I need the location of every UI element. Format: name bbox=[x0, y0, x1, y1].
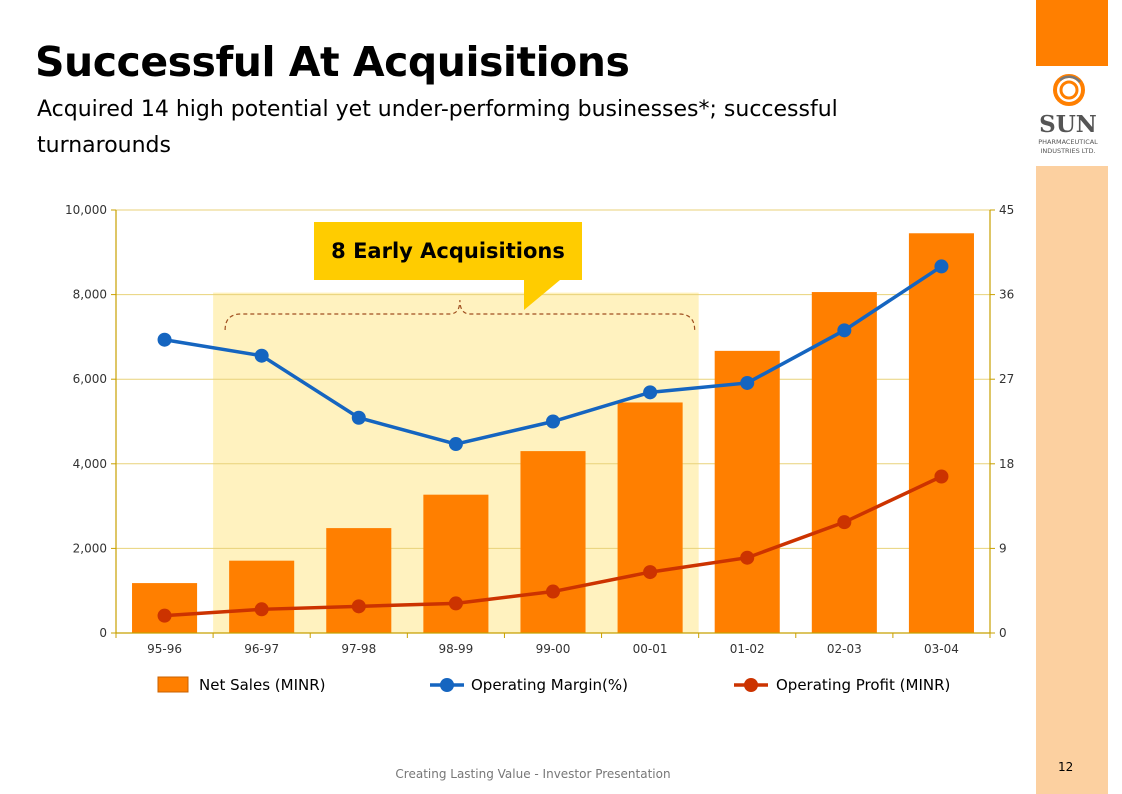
operating-profit-point bbox=[546, 584, 560, 599]
y-tick-label-right: 9 bbox=[999, 541, 1007, 555]
operating-profit-point bbox=[740, 550, 755, 565]
page-subtitle: Acquired 14 high potential yet under-per… bbox=[37, 97, 838, 158]
x-tick-label: 01-02 bbox=[730, 642, 765, 656]
operating-profit-point bbox=[934, 469, 949, 484]
legend-label-operating-margin: Operating Margin(%) bbox=[471, 676, 628, 694]
y-tick-label-right: 27 bbox=[999, 372, 1014, 386]
legend-label-net-sales: Net Sales (MINR) bbox=[199, 676, 326, 694]
operating-profit-point bbox=[643, 565, 658, 580]
y-tick-label-right: 36 bbox=[999, 288, 1014, 302]
operating-margin-point bbox=[740, 375, 755, 390]
y-tick-label-left: 4,000 bbox=[73, 457, 107, 471]
x-tick-label: 03-04 bbox=[924, 642, 959, 656]
bar-net-sales bbox=[811, 292, 877, 633]
legend-label-operating-profit: Operating Profit (MINR) bbox=[776, 676, 950, 694]
operating-margin-point bbox=[643, 385, 658, 400]
operating-profit-point bbox=[254, 602, 269, 617]
x-tick-label: 96-97 bbox=[244, 642, 279, 656]
logo-name: SUN bbox=[1039, 111, 1097, 138]
bar-net-sales bbox=[908, 233, 974, 633]
sun-logo-icon bbox=[1053, 74, 1085, 106]
operating-margin-point bbox=[448, 437, 463, 452]
x-tick-label: 00-01 bbox=[633, 642, 668, 656]
operating-profit-point bbox=[837, 515, 852, 530]
legend-swatch-net-sales bbox=[157, 676, 189, 693]
bar-net-sales bbox=[423, 494, 489, 633]
operating-margin-point bbox=[254, 348, 269, 363]
page-number: 12 bbox=[1058, 760, 1074, 774]
operating-margin-point bbox=[157, 332, 172, 347]
callout-label: 8 Early Acquisitions bbox=[331, 239, 565, 263]
x-tick-label: 95-96 bbox=[147, 642, 182, 656]
y-tick-label-right: 18 bbox=[999, 457, 1014, 471]
side-accent-block bbox=[1036, 0, 1108, 66]
y-tick-label-right: 45 bbox=[999, 203, 1014, 217]
logo-line2: INDUSTRIES LTD. bbox=[1040, 147, 1095, 155]
side-accent-strip bbox=[1036, 166, 1108, 794]
operating-profit-point bbox=[351, 599, 366, 614]
bar-net-sales bbox=[229, 560, 295, 633]
callout-box: 8 Early Acquisitions bbox=[314, 222, 582, 280]
operating-margin-point bbox=[837, 323, 852, 338]
callout-pointer bbox=[524, 280, 560, 310]
operating-margin-point bbox=[934, 259, 949, 274]
bar-net-sales bbox=[617, 402, 683, 633]
logo-line1: PHARMACEUTICAL bbox=[1038, 138, 1098, 146]
bar-net-sales bbox=[520, 451, 586, 633]
x-tick-label: 98-99 bbox=[438, 642, 473, 656]
y-tick-label-left: 2,000 bbox=[73, 541, 107, 555]
operating-profit-point bbox=[157, 608, 172, 623]
x-tick-label: 02-03 bbox=[827, 642, 862, 656]
y-tick-label-left: 10,000 bbox=[65, 203, 107, 217]
bar-net-sales bbox=[132, 583, 198, 633]
operating-margin-point bbox=[351, 410, 366, 425]
x-tick-label: 97-98 bbox=[341, 642, 376, 656]
bar-net-sales bbox=[326, 528, 392, 633]
y-tick-label-left: 0 bbox=[99, 626, 107, 640]
bar-net-sales bbox=[714, 350, 780, 633]
acquisition-brace bbox=[224, 299, 696, 331]
operating-margin-point bbox=[546, 414, 560, 429]
sun-logo: SUN PHARMACEUTICAL INDUSTRIES LTD. bbox=[1038, 74, 1098, 155]
operating-profit-point bbox=[448, 596, 463, 611]
y-tick-label-left: 8,000 bbox=[73, 288, 107, 302]
x-tick-label: 99-00 bbox=[536, 642, 571, 656]
y-tick-label-right: 0 bbox=[999, 626, 1007, 640]
y-tick-label-left: 6,000 bbox=[73, 372, 107, 386]
legend-marker-operating-margin bbox=[440, 678, 454, 692]
legend-marker-operating-profit bbox=[744, 678, 758, 692]
footer-text: Creating Lasting Value - Investor Presen… bbox=[395, 767, 671, 781]
chart: 0 2,000 4,000 6,000 8,000 10,000 0 9 18 27 36 45 95-… bbox=[65, 203, 1014, 694]
page-title: Successful At Acquisitions bbox=[35, 38, 630, 86]
